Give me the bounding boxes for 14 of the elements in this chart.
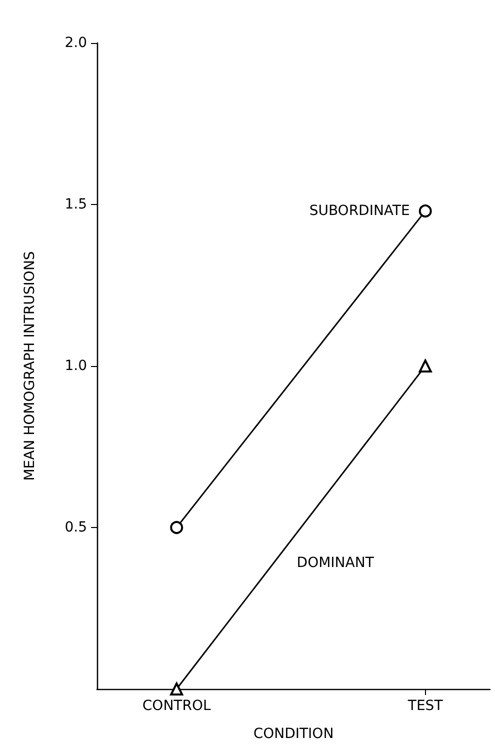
y-tick-label: 0.5 [64,520,87,536]
x-tick-label: TEST [406,698,444,714]
x-axis-title: CONDITION [253,726,334,742]
series-label: SUBORDINATE [309,202,410,219]
y-tick-label: 1.5 [64,196,87,212]
y-tick-label: 1.0 [64,358,87,374]
point [418,204,432,218]
y-tick-label: 2.0 [64,35,87,51]
series-label: DOMINANT [296,555,374,571]
point [170,521,184,534]
point [418,360,432,372]
x-tick-label: CONTROL [142,698,211,714]
y-axis-title: MEAN HOMOGRAPH INTRUSIONS [22,251,38,481]
point [170,682,184,696]
